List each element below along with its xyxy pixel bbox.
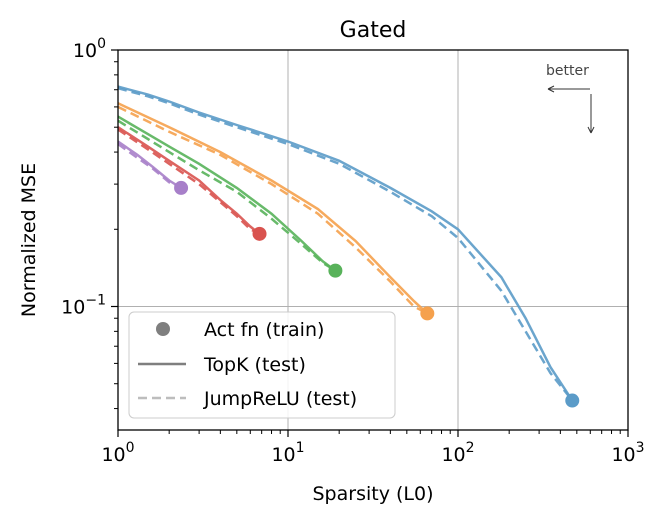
x-axis-label: Sparsity (L0) [313,483,434,505]
jumprelu-line [117,119,337,272]
better-arrow-down-head [587,126,595,134]
series-2 [117,102,435,321]
x-tick-label: 102 [441,440,474,466]
better-arrow-left-head [547,85,555,93]
chart-title: Gated [340,18,407,43]
legend-box [128,311,396,419]
train-point [252,226,267,241]
y-tick-label: 10−1 [61,292,106,318]
jumprelu-line [117,128,261,235]
x-tick-label: 101 [271,440,304,466]
better-label: better [546,63,589,79]
topk-line [117,140,182,189]
ticks: 100 101 102 103 10−1 100 [61,36,644,466]
topk-line [117,126,261,235]
better-annotation: better [546,63,595,134]
train-point [328,263,343,278]
plot-frame [117,49,629,431]
legend-label-jumprelu: JumpReLU (test) [203,388,357,410]
jumprelu-line [117,142,182,190]
legend: Act fn (train) TopK (test) JumpReLU (tes… [128,311,396,419]
series-3 [117,115,343,278]
series-5 [117,140,189,195]
train-point [420,306,435,321]
legend-label-train: Act fn (train) [204,319,324,341]
y-axis-label: Normalized MSE [18,163,40,317]
series-1 [117,85,580,408]
topk-line [117,102,429,315]
topk-line [117,85,574,402]
x-tick-label: 100 [101,440,134,466]
train-point [565,393,580,408]
jumprelu-line [117,86,574,402]
legend-marker-train [156,322,170,336]
series-layer [117,85,580,408]
series-4 [117,126,267,241]
x-tick-label: 103 [611,440,644,466]
legend-label-topk: TopK (test) [203,354,306,376]
topk-line [117,115,337,272]
jumprelu-line [117,105,428,315]
y-tick-label: 100 [73,36,106,62]
train-point [174,180,189,195]
